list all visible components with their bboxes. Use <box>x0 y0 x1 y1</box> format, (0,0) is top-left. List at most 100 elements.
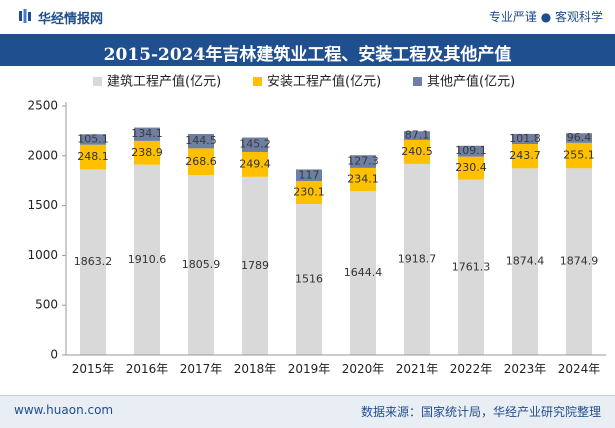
bar-segment <box>188 133 214 149</box>
bar-segment <box>566 168 592 355</box>
bar-segment <box>296 181 322 205</box>
bar-stack: 1863.2 248.1 105.1 <box>74 132 113 355</box>
bar-segment <box>404 131 430 140</box>
tagline: 专业严谨 ● 客观科学 <box>488 10 603 24</box>
data-label: 101.8 <box>509 132 541 145</box>
legend-swatch <box>253 77 262 86</box>
title-bar: 2015-2024年吉林建筑业工程、安装工程及其他产值 <box>0 34 615 66</box>
footer: www.huaon.com 数据来源：国家统计局，华经产业研究院整理 <box>0 395 615 428</box>
top-bar: 华经情报网 专业严谨 ● 客观科学 <box>0 0 615 34</box>
data-label: 1910.6 <box>128 253 167 266</box>
bar-segment <box>350 167 376 192</box>
bar-segment <box>296 204 322 355</box>
y-axis: 0 500 1000 1500 2000 2500 <box>27 99 67 362</box>
bar-stack: 1874.4 243.7 101.8 <box>506 132 544 355</box>
bar-segment <box>566 133 592 143</box>
bar-segment <box>458 145 484 157</box>
bars: 1863.2 248.1 105.1 1910.6 238.9 134.1 1805.9 26… <box>74 127 599 355</box>
legend-swatch <box>413 77 422 86</box>
x-tick-label: 2020年 <box>342 362 385 376</box>
y-tick-label: 0 <box>50 348 58 362</box>
bar-segment <box>134 140 160 165</box>
data-label: 96.4 <box>567 131 592 144</box>
chart-title: 2015-2024年吉林建筑业工程、安装工程及其他产值 <box>103 45 512 65</box>
x-tick-label: 2021年 <box>396 362 439 376</box>
data-label: 234.1 <box>347 173 379 186</box>
x-axis: 2015年 2016年 2017年 2018年 2019年 2020年 2021年 2022年… <box>66 354 606 376</box>
logo-icon <box>19 9 31 23</box>
bar-stack: 1516 230.1 117 <box>293 168 325 355</box>
data-label: 144.5 <box>185 134 217 147</box>
legend-item: 建筑工程产值(亿元) <box>93 74 221 90</box>
bar-segment <box>296 169 322 182</box>
data-label: 1863.2 <box>74 255 113 268</box>
data-label: 255.1 <box>563 149 595 162</box>
data-label: 1805.9 <box>182 258 221 271</box>
x-tick-label: 2022年 <box>450 362 493 376</box>
y-tick-label: 1500 <box>27 198 58 212</box>
data-label: 230.4 <box>455 161 487 174</box>
data-label: 240.5 <box>401 145 433 158</box>
stacked-bar-chart: 建筑工程产值(亿元) 安装工程产值(亿元) 其他产值(亿元) 0 500 1000 150… <box>27 74 606 376</box>
bar-segment <box>242 151 268 177</box>
data-source: 数据来源：国家统计局，华经产业研究院整理 <box>360 405 601 419</box>
data-label: 1874.9 <box>560 255 599 268</box>
bar-stack: 1789 249.4 145.2 <box>239 137 271 355</box>
x-tick-label: 2017年 <box>180 362 223 376</box>
bar-stack: 1805.9 268.6 144.5 <box>182 133 221 355</box>
y-tick-label: 500 <box>35 298 58 312</box>
data-label: 268.6 <box>185 155 217 168</box>
bar-segment <box>242 176 268 355</box>
legend-item: 安装工程产值(亿元) <box>253 74 381 90</box>
bar-segment <box>458 179 484 355</box>
legend-label: 其他产值(亿元) <box>427 74 515 90</box>
data-label: 1918.7 <box>398 252 437 265</box>
bar-segment <box>350 155 376 168</box>
bar-segment <box>134 127 160 141</box>
x-tick-label: 2024年 <box>558 362 601 376</box>
data-label: 1761.3 <box>452 260 491 273</box>
bar-stack: 1910.6 238.9 134.1 <box>128 127 167 355</box>
bar-segment <box>512 133 538 145</box>
bar-segment <box>512 144 538 169</box>
x-tick-label: 2023年 <box>504 362 547 376</box>
bar-stack: 1644.4 234.1 127.3 <box>344 155 383 355</box>
data-label: 87.1 <box>405 129 430 142</box>
data-label: 1644.4 <box>344 266 383 279</box>
bar-stack: 1761.3 230.4 109.1 <box>452 144 491 355</box>
x-tick-label: 2019年 <box>288 362 331 376</box>
website-link[interactable]: www.huaon.com <box>14 403 114 417</box>
bar-segment <box>80 169 106 355</box>
data-label: 109.1 <box>455 144 487 157</box>
legend-item: 其他产值(亿元) <box>413 74 515 90</box>
bar-stack: 1874.9 255.1 96.4 <box>560 131 599 355</box>
legend: 建筑工程产值(亿元) 安装工程产值(亿元) 其他产值(亿元) <box>93 74 515 90</box>
bar-segment <box>242 137 268 152</box>
bar-segment <box>512 168 538 355</box>
data-label: 117 <box>299 168 320 181</box>
data-label: 238.9 <box>131 146 163 159</box>
data-label: 230.1 <box>293 186 325 199</box>
data-label: 1789 <box>241 259 269 272</box>
bar-stack: 1918.7 240.5 87.1 <box>398 129 437 355</box>
bar-segment <box>134 164 160 355</box>
data-label: 134.1 <box>131 127 163 140</box>
bar-segment <box>350 191 376 355</box>
bar-segment <box>80 134 106 145</box>
bar-segment <box>188 175 214 355</box>
data-label: 127.3 <box>347 155 379 168</box>
bar-segment <box>188 148 214 176</box>
x-tick-label: 2015年 <box>72 362 115 376</box>
brand-name: 华经情报网 <box>38 12 104 27</box>
bar-segment <box>404 139 430 164</box>
data-label: 249.4 <box>239 157 271 170</box>
data-label: 248.1 <box>77 150 109 163</box>
x-tick-label: 2018年 <box>234 362 277 376</box>
legend-label: 建筑工程产值(亿元) <box>107 74 221 90</box>
data-label: 145.2 <box>239 138 271 151</box>
legend-swatch <box>93 77 102 86</box>
y-tick-label: 2000 <box>27 148 58 162</box>
data-label: 105.1 <box>77 132 109 145</box>
bar-segment <box>404 163 430 355</box>
data-label: 243.7 <box>509 149 541 162</box>
